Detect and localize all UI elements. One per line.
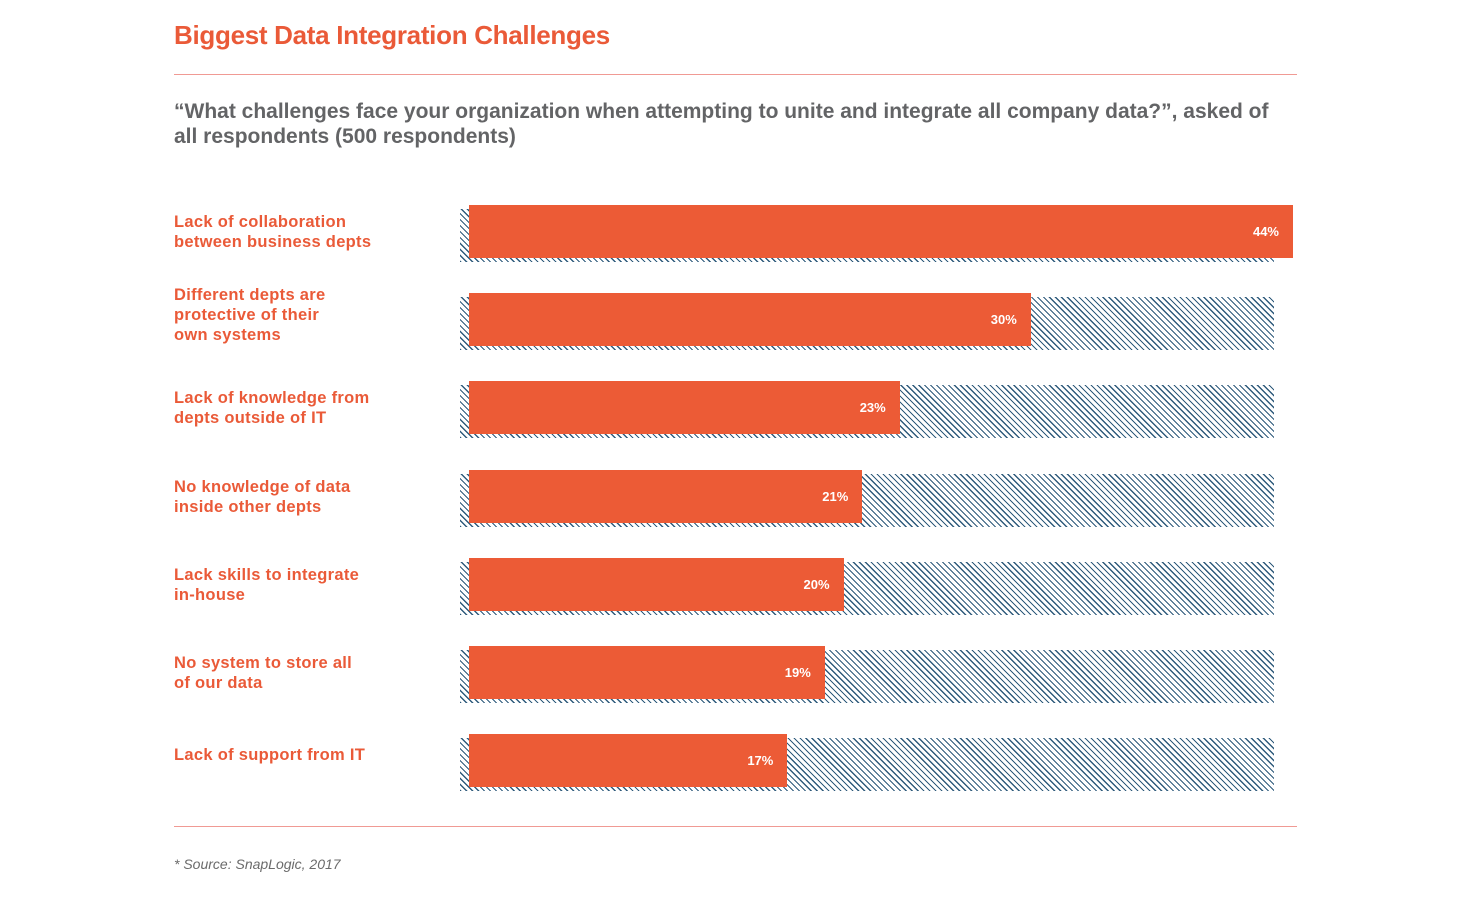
category-label-line: of our data xyxy=(174,674,263,692)
bar-value-label: 17% xyxy=(747,753,774,768)
category-label-line: Lack of knowledge from xyxy=(174,389,370,407)
bar xyxy=(469,293,1031,346)
bar xyxy=(469,646,825,699)
bar xyxy=(469,558,844,611)
top-divider xyxy=(174,74,1297,75)
category-label: Lack of support from IT xyxy=(174,745,434,765)
category-label-line: Lack of support from IT xyxy=(174,746,366,764)
category-label-line: depts outside of IT xyxy=(174,409,327,427)
category-label-line: No system to store all xyxy=(174,654,353,672)
category-label-line: between business depts xyxy=(174,233,372,251)
bar xyxy=(469,470,863,523)
bar-value-label: 44% xyxy=(1252,224,1279,239)
bar xyxy=(469,734,788,787)
bar-value-label: 23% xyxy=(859,400,886,415)
category-label-line: inside other depts xyxy=(174,498,322,516)
bar xyxy=(469,381,900,434)
category-label-line: in-house xyxy=(174,586,246,604)
bar-value-label: 19% xyxy=(784,665,811,680)
bottom-divider xyxy=(174,826,1297,827)
category-label-line: protective of their xyxy=(174,306,320,324)
category-label: Lack of collaboration between business de… xyxy=(174,212,434,252)
chart-title: Biggest Data Integration Challenges xyxy=(174,20,610,50)
bar-value-label: 21% xyxy=(822,489,849,504)
category-label: Lack skills to integrate in-house xyxy=(174,565,434,605)
category-label: No knowledge of data inside other depts xyxy=(174,477,434,517)
category-label-line: Lack of collaboration xyxy=(174,213,347,231)
category-label-line: Different depts are xyxy=(174,286,326,304)
bar-value-label: 20% xyxy=(803,577,830,592)
bar xyxy=(469,205,1293,258)
category-label-line: Lack skills to integrate xyxy=(174,566,360,584)
category-label-line: own systems xyxy=(174,326,281,344)
category-label: Different depts are protective of their ow… xyxy=(174,285,434,345)
category-label-line: No knowledge of data xyxy=(174,478,351,496)
category-label: No system to store all of our data xyxy=(174,653,434,693)
chart-subtitle: “What challenges face your organization … xyxy=(174,100,1269,148)
bar-value-label: 30% xyxy=(990,312,1017,327)
source-note: * Source: SnapLogic, 2017 xyxy=(174,856,341,872)
category-label: Lack of knowledge from depts outside of I… xyxy=(174,388,434,428)
